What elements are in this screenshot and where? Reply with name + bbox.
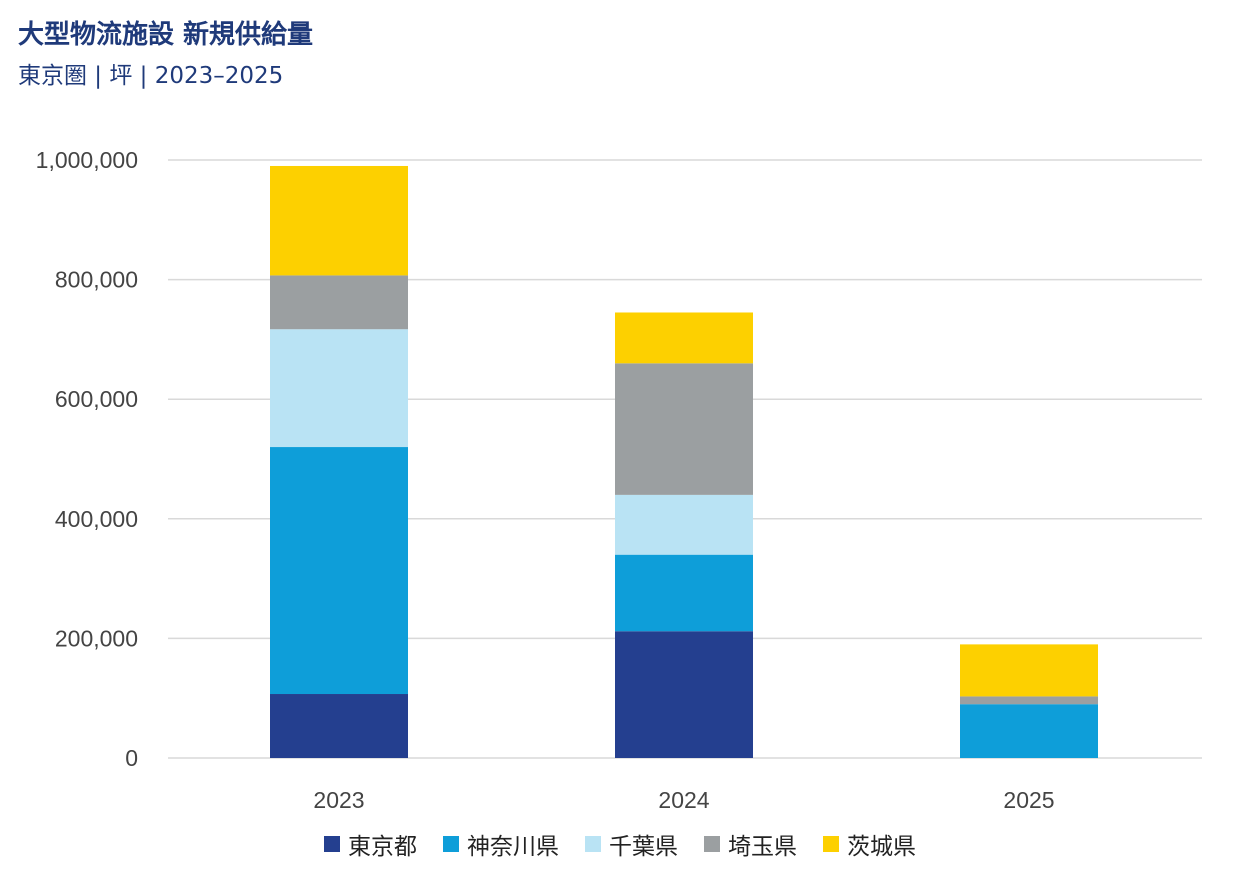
legend-item-tokyo: 東京都 <box>324 827 417 861</box>
chart-subtitle: 東京圏 | 坪 | 2023–2025 <box>18 63 284 89</box>
legend-swatch <box>324 836 340 852</box>
legend-swatch <box>443 836 459 852</box>
legend-label: 東京都 <box>348 834 417 860</box>
legend-swatch <box>704 836 720 852</box>
bar-segment <box>615 631 753 758</box>
y-tick-label: 200,000 <box>55 625 138 651</box>
bar-segment <box>960 696 1098 705</box>
bar-segment <box>615 312 753 364</box>
y-tick-label: 800,000 <box>55 267 138 293</box>
bar-segment <box>960 644 1098 697</box>
bar-segment <box>270 447 408 695</box>
legend-item-saitama: 埼玉県 <box>704 827 797 861</box>
legend-item-chiba: 千葉県 <box>585 827 678 861</box>
bar-segment <box>615 554 753 632</box>
y-tick-label: 600,000 <box>55 386 138 412</box>
y-tick-label: 400,000 <box>55 506 138 532</box>
legend: 東京都 神奈川県 千葉県 埼玉県 茨城県 <box>0 827 1240 861</box>
bar-segment <box>270 329 408 448</box>
legend-label: 千葉県 <box>609 834 678 860</box>
bar-segment <box>615 363 753 495</box>
legend-swatch <box>585 836 601 852</box>
legend-swatch <box>823 836 839 852</box>
legend-label: 埼玉県 <box>728 834 797 860</box>
bar-segment <box>270 275 408 330</box>
bar-segment <box>960 704 1098 758</box>
legend-item-ibaraki: 茨城県 <box>823 827 916 861</box>
x-tick-label: 2024 <box>658 787 709 813</box>
x-tick-label: 2025 <box>1003 787 1054 813</box>
bar-segment <box>270 694 408 758</box>
legend-label: 茨城県 <box>847 834 916 860</box>
legend-label: 神奈川県 <box>467 834 559 860</box>
chart-title: 大型物流施設 新規供給量 <box>18 20 314 50</box>
legend-item-kanagawa: 神奈川県 <box>443 827 559 861</box>
y-tick-label: 0 <box>125 745 138 771</box>
bar-segment <box>270 165 408 276</box>
x-tick-label: 2023 <box>313 787 364 813</box>
y-tick-label: 1,000,000 <box>36 147 138 173</box>
bar-segment <box>615 494 753 555</box>
